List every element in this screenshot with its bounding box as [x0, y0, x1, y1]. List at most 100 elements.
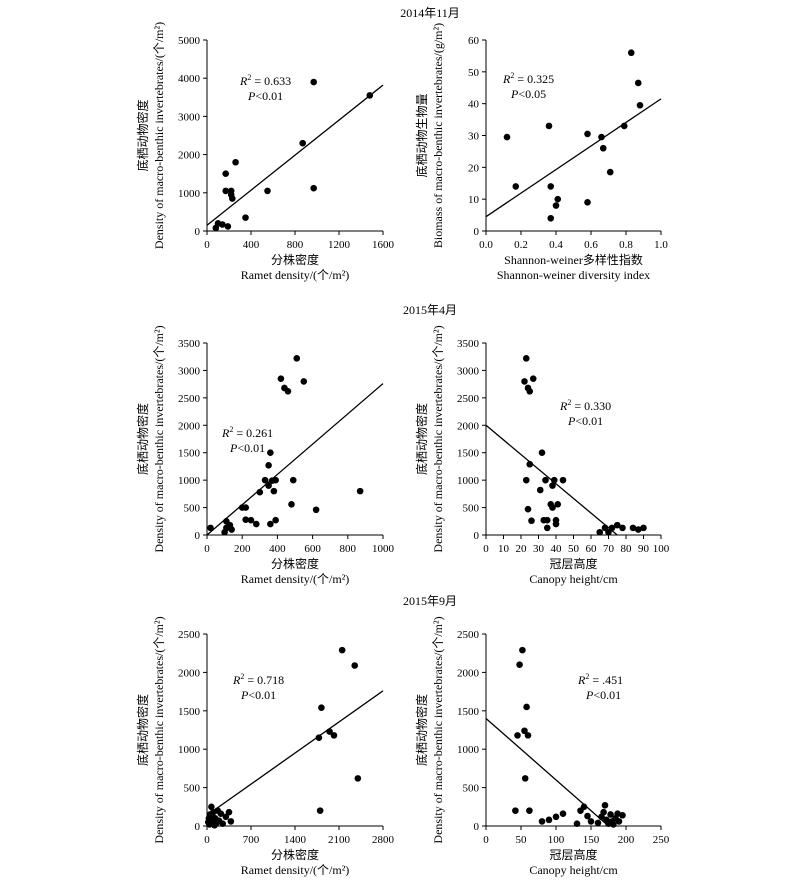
- p-symbol: P: [229, 441, 238, 455]
- r-squared-value: = .451: [589, 673, 623, 687]
- x-tick-label: 1400: [284, 834, 307, 846]
- x-axis-label-cn: 分株密度: [271, 847, 319, 862]
- data-point: [552, 813, 560, 821]
- y-tick-label: 0: [474, 226, 480, 238]
- r-squared-value: = 0.261: [233, 426, 273, 440]
- data-point: [636, 101, 644, 109]
- data-point: [242, 516, 250, 523]
- data-point: [261, 476, 269, 484]
- data-point: [521, 727, 528, 735]
- data-point: [524, 732, 532, 739]
- data-point: [521, 775, 529, 782]
- y-tick-label: 4000: [178, 73, 201, 85]
- data-point: [573, 820, 581, 827]
- r-squared-symbol: R: [559, 399, 568, 413]
- y-axis-label-cn: 底栖动物密度: [414, 403, 429, 475]
- data-point: [222, 170, 229, 177]
- x-tick-label: 0: [204, 834, 210, 846]
- y-tick-label: 2000: [457, 667, 480, 679]
- data-point: [312, 506, 320, 514]
- data-point: [601, 801, 609, 809]
- y-tick-label: 1000: [178, 475, 201, 487]
- y-tick-label: 3500: [178, 338, 201, 350]
- data-point: [529, 375, 537, 382]
- r-squared-symbol: R: [239, 74, 248, 88]
- x-axis-label-cn: 分株密度: [271, 252, 319, 267]
- r-squared-value: = 0.330: [571, 399, 611, 413]
- data-point: [272, 476, 279, 484]
- data-point: [242, 504, 250, 511]
- data-point: [615, 818, 623, 825]
- data-point: [219, 820, 227, 827]
- regression-line: [206, 84, 384, 226]
- data-point: [265, 482, 272, 489]
- data-point: [256, 488, 264, 496]
- data-point: [620, 122, 628, 130]
- data-point: [267, 520, 274, 528]
- x-tick-label: 400: [243, 239, 260, 251]
- x-tick-label: 90: [638, 543, 650, 555]
- y-tick-label: 500: [463, 783, 480, 795]
- y-axis-label-cn: 底栖动物密度: [135, 403, 150, 475]
- r-squared-annotation: R2 = 0.325: [502, 71, 554, 86]
- data-point: [366, 92, 374, 99]
- x-tick-label: 40: [551, 543, 563, 555]
- data-point: [584, 812, 591, 820]
- r-squared-annotation: R2 = 0.633: [239, 73, 291, 88]
- data-point: [288, 500, 295, 508]
- data-point: [232, 158, 239, 166]
- x-tick-label: 0.6: [584, 239, 598, 251]
- x-tick-label: 70: [603, 543, 615, 555]
- data-point: [338, 646, 346, 654]
- data-point: [600, 808, 607, 816]
- data-point: [310, 184, 318, 192]
- data-point: [627, 49, 635, 57]
- p-value-annotation: P<0.01: [585, 688, 621, 702]
- data-point: [536, 486, 544, 494]
- y-tick-label: 3000: [178, 365, 201, 377]
- y-tick-label: 2500: [457, 629, 480, 641]
- y-axis-label-cn: 底栖动物密度: [135, 99, 150, 171]
- x-tick-label: 800: [287, 239, 304, 251]
- x-tick-label: 700: [243, 834, 260, 846]
- x-axis-label-en: Canopy height/cm: [529, 572, 618, 586]
- data-point: [601, 524, 609, 532]
- r-squared-symbol: R: [221, 426, 230, 440]
- y-tick-label: 40: [468, 99, 480, 111]
- data-point: [608, 524, 616, 532]
- y-tick-label: 60: [468, 35, 480, 47]
- y-tick-label: 2000: [178, 150, 201, 162]
- data-point: [284, 387, 292, 395]
- data-point: [550, 476, 558, 484]
- p-value: <0.01: [248, 688, 276, 702]
- data-point: [228, 526, 235, 533]
- x-tick-label: 0: [204, 543, 210, 555]
- y-tick-label: 1000: [457, 744, 480, 756]
- y-axis-label-en: Biomass of macro-benthic invertebrates/(…: [431, 23, 445, 248]
- x-axis-label-cn: Shannon-weiner多样性指数: [504, 252, 643, 267]
- p-value-annotation: P<0.01: [240, 688, 276, 702]
- y-axis-label-en: Density of macro-benthic invertebrates/(…: [152, 616, 166, 843]
- data-point: [526, 387, 534, 395]
- data-point: [580, 803, 588, 811]
- y-tick-label: 50: [468, 67, 480, 79]
- data-point: [640, 524, 647, 532]
- r-squared-value: = 0.325: [514, 72, 554, 86]
- x-tick-label: 600: [304, 543, 321, 555]
- data-point: [634, 79, 642, 87]
- p-value: <0.01: [593, 688, 621, 702]
- p-value: <0.05: [518, 87, 546, 101]
- p-symbol: P: [585, 688, 594, 702]
- x-tick-label: 100: [548, 834, 565, 846]
- y-tick-label: 30: [468, 131, 480, 143]
- y-tick-label: 2500: [178, 393, 201, 405]
- data-point: [252, 520, 260, 528]
- r-squared-exponent: 2: [247, 73, 251, 82]
- data-point: [543, 524, 551, 532]
- x-axis-label-en: Ramet density/(个/m²): [241, 572, 350, 586]
- data-point: [217, 810, 225, 818]
- y-tick-label: 10: [468, 194, 480, 206]
- scatter-panel-4: 0 500 1000 1500 2000 2500 3000 3500 0 10 20 30 40 50 6…: [414, 325, 670, 586]
- data-point: [514, 732, 521, 739]
- data-point: [310, 78, 318, 86]
